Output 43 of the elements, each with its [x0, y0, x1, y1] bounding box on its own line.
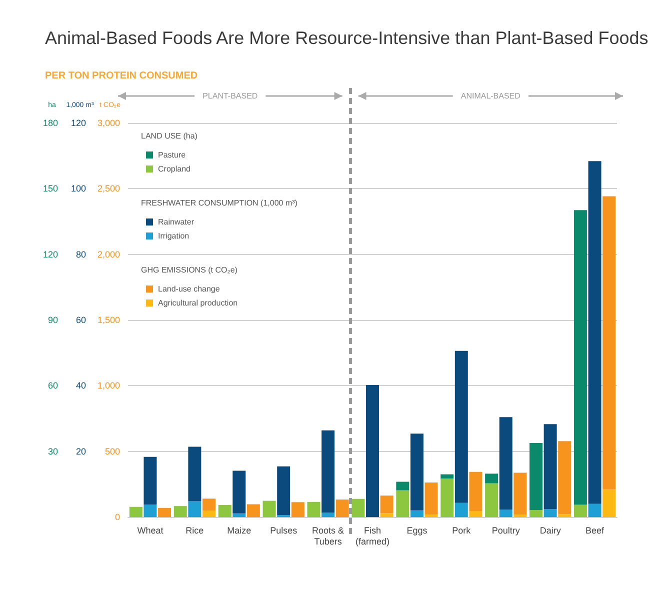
- x-tick-label: Wheat: [137, 526, 164, 536]
- x-tick-label: Dairy: [540, 526, 562, 536]
- y-tick-label: 500: [104, 446, 120, 456]
- y-tick-label: 2,500: [97, 184, 120, 194]
- legend-label: Pasture: [158, 150, 186, 160]
- y-tick-label: 1,500: [97, 315, 120, 325]
- legend-label: Irrigation: [158, 232, 190, 240]
- legend-label: Cropland: [158, 164, 190, 174]
- x-tick-label: Beef: [586, 526, 605, 536]
- annotation: GHG EMISSIONS (t CO₂e): [141, 266, 238, 274]
- y-tick-label: 1,000: [97, 380, 120, 391]
- x-tick-label: Rice: [186, 526, 204, 536]
- y3-tick-label: 180: [42, 118, 58, 128]
- chart-subtitle: PER TON PROTEIN CONSUMED: [45, 70, 198, 82]
- text: ANIMAL-BASED: [460, 92, 521, 100]
- chart-title: Animal-Based Foods Are More Resource-Intensive than Plant-Based Foods: [45, 28, 648, 48]
- x-tick-label: Eggs: [406, 526, 428, 536]
- x-tick-label: Pork: [452, 526, 472, 536]
- y3-tick-label: 150: [42, 184, 58, 194]
- annotation: FRESHWATER CONSUMPTION (1,000 m³): [141, 198, 298, 208]
- x-tick-label: Pulses: [270, 526, 298, 536]
- y-tick-label: 3,000: [97, 118, 120, 128]
- y2-tick-label: 40: [76, 380, 86, 391]
- y-tick-label: 0: [114, 512, 120, 522]
- x-tick-label: Roots & Tubers: [312, 526, 344, 546]
- y2-tick-label: 80: [76, 249, 86, 260]
- y2-tick-label: 20: [76, 446, 86, 456]
- y3-tick-label: 30: [48, 446, 58, 456]
- y3-tick-label: 120: [42, 249, 58, 260]
- x-tick-label: Maize: [227, 526, 252, 536]
- x-tick-label: Fish (farmed): [355, 526, 390, 546]
- y3-tick-label: 90: [48, 315, 58, 325]
- x-tick-label: Poultry: [492, 526, 520, 536]
- y-tick-label: 2,000: [97, 249, 120, 260]
- y3-tick-label: 60: [48, 380, 58, 391]
- y2-tick-label: 120: [70, 118, 86, 128]
- y2-tick-label: 60: [76, 315, 86, 325]
- legend-label: Land-use change: [158, 284, 220, 294]
- y2-tick-label: 100: [70, 184, 86, 194]
- annotation: LAND USE (ha): [141, 132, 198, 140]
- legend-label: Rainwater: [158, 218, 194, 226]
- text: PLANT-BASED: [202, 92, 258, 100]
- legend-label: Agricultural production: [158, 298, 238, 308]
